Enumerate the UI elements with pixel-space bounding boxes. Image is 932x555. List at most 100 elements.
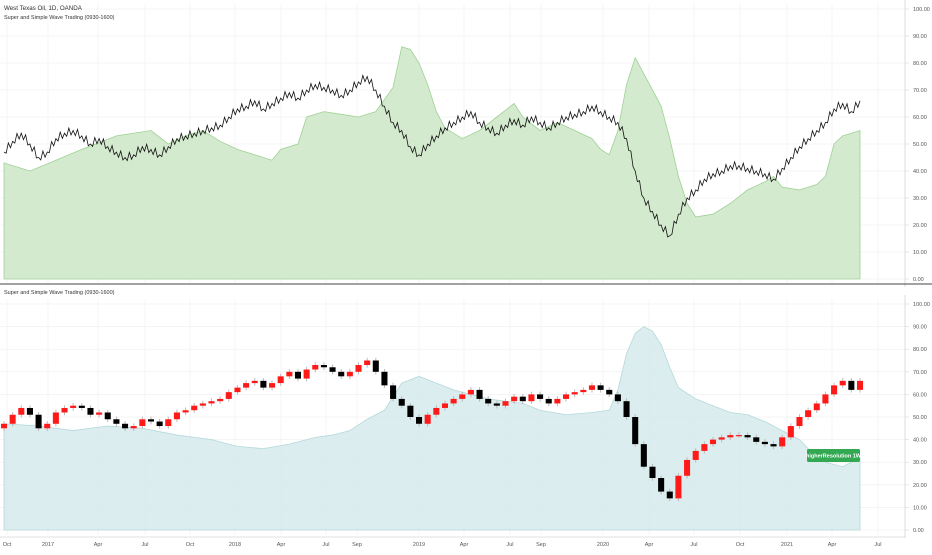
candle xyxy=(44,423,51,429)
candle xyxy=(856,380,864,390)
indicator-title-top: Super and Simple Wave Trading (0930-1600… xyxy=(4,15,115,21)
candle xyxy=(727,435,734,438)
y-tick-label: 10.00 xyxy=(913,250,927,256)
candle xyxy=(744,435,751,438)
candle xyxy=(104,412,111,420)
y-tick-label: 70.00 xyxy=(913,370,927,376)
x-tick-label: 2018 xyxy=(229,542,241,548)
y-tick-label: 0.00 xyxy=(913,528,924,534)
candle xyxy=(692,450,699,460)
x-tick-label: Jul xyxy=(322,542,329,548)
candle xyxy=(96,412,103,415)
candle xyxy=(243,383,250,388)
candle xyxy=(822,394,829,404)
resolution-badge-label: higherResolution 1W xyxy=(806,454,862,460)
x-tick-label: Jul xyxy=(874,542,881,548)
candle xyxy=(26,407,33,415)
candle xyxy=(355,365,362,372)
candle xyxy=(173,412,180,420)
candle xyxy=(191,405,198,411)
candle xyxy=(640,444,647,467)
candle xyxy=(364,360,371,366)
candle xyxy=(709,439,717,445)
candle xyxy=(580,389,587,393)
candle xyxy=(139,419,146,427)
candle xyxy=(519,396,526,402)
candle xyxy=(511,396,518,402)
y-tick-label: 0.00 xyxy=(913,277,924,283)
candle xyxy=(35,414,42,429)
candle xyxy=(839,380,846,386)
candle xyxy=(735,435,742,437)
candle xyxy=(597,385,604,390)
x-tick-label: Oct xyxy=(736,542,745,548)
candle xyxy=(701,444,708,451)
candle xyxy=(52,412,59,424)
candle xyxy=(467,389,474,395)
candle xyxy=(848,380,855,390)
candle xyxy=(571,392,578,395)
candle xyxy=(346,371,353,377)
y-tick-label: 30.00 xyxy=(913,196,927,202)
candle xyxy=(450,398,457,404)
y-tick-label: 90.00 xyxy=(913,325,927,331)
x-tick-label: Oct xyxy=(3,542,12,548)
candle xyxy=(122,423,129,429)
x-tick-label: 2020 xyxy=(597,542,609,548)
candle xyxy=(269,383,276,388)
x-tick-label: Apr xyxy=(645,542,654,548)
candle xyxy=(614,394,621,402)
resolution-badge xyxy=(807,449,860,462)
candle xyxy=(787,426,794,438)
candle xyxy=(381,371,388,386)
candle xyxy=(251,380,258,384)
x-tick-label: Apr xyxy=(460,542,469,548)
x-tick-label: Jul xyxy=(690,542,697,548)
candle xyxy=(554,398,561,404)
candle xyxy=(476,389,483,399)
x-tick-label: Apr xyxy=(277,542,286,548)
candle xyxy=(416,417,423,424)
candle xyxy=(537,394,544,399)
candle xyxy=(649,466,656,479)
candle xyxy=(770,444,777,447)
candle xyxy=(606,389,613,395)
price-line xyxy=(3,74,861,238)
candle xyxy=(113,419,120,424)
candle xyxy=(312,365,319,370)
symbol-title: West Texas Oil, 1D, OANDA xyxy=(4,5,83,12)
candle xyxy=(208,401,215,404)
candle xyxy=(407,405,414,417)
candle xyxy=(441,403,448,408)
x-tick-label: 2021 xyxy=(781,542,793,548)
y-tick-label: 10.00 xyxy=(913,505,927,511)
candle xyxy=(398,398,405,406)
candle xyxy=(666,491,673,499)
y-tick-label: 50.00 xyxy=(913,415,927,421)
candle xyxy=(831,385,838,395)
candle xyxy=(182,410,189,413)
x-tick-label: 2019 xyxy=(413,542,425,548)
y-tick-label: 20.00 xyxy=(913,483,927,489)
x-tick-label: 2017 xyxy=(42,542,54,548)
candle xyxy=(61,407,68,413)
candle xyxy=(320,365,327,368)
y-tick-label: 100.00 xyxy=(913,7,930,13)
candle xyxy=(165,419,172,427)
y-tick-label: 50.00 xyxy=(913,142,927,148)
candle xyxy=(372,360,379,372)
x-tick-label: Apr xyxy=(94,542,103,548)
candle xyxy=(805,410,812,417)
candle xyxy=(658,478,665,492)
candle xyxy=(234,387,241,393)
candle xyxy=(813,403,820,411)
candle xyxy=(753,437,760,442)
y-tick-label: 60.00 xyxy=(913,115,927,121)
candle xyxy=(502,401,509,406)
candle xyxy=(528,394,535,402)
candle xyxy=(632,417,639,445)
candle xyxy=(130,426,137,429)
candle xyxy=(485,398,492,404)
candle xyxy=(545,398,552,404)
